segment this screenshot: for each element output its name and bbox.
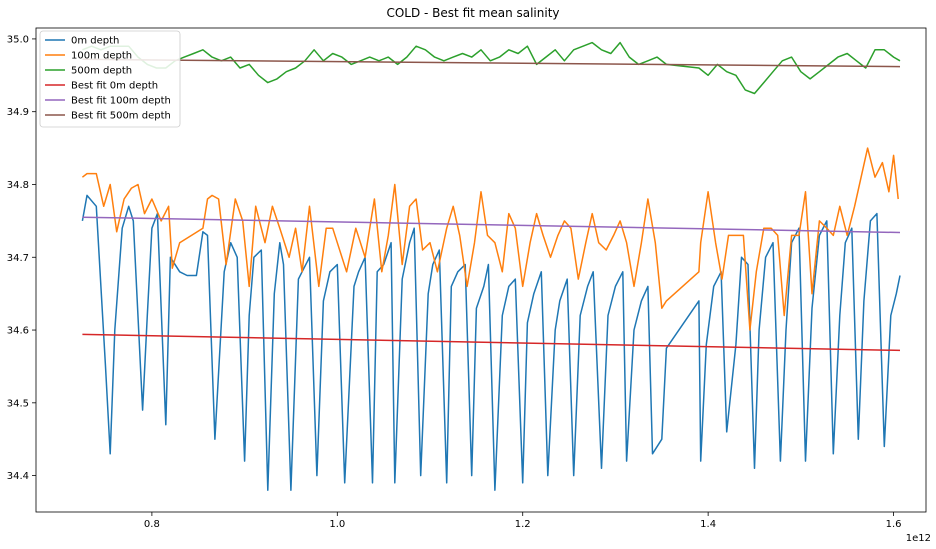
x-axis-offset-label: 1e12 — [906, 533, 931, 544]
x-tick-label: 1.6 — [886, 519, 902, 530]
y-axis: 34.4 34.5 34.6 34.7 34.8 34.9 35.0 — [7, 34, 36, 482]
legend-label: Best fit 0m depth — [71, 81, 158, 92]
legend-label: Best fit 100m depth — [71, 96, 171, 107]
y-tick-label: 34.4 — [7, 471, 29, 482]
legend-label: 500m depth — [71, 66, 132, 77]
y-tick-label: 34.9 — [7, 107, 29, 118]
x-tick-label: 1.4 — [700, 519, 716, 530]
legend: 0m depth 100m depth 500m depth Best fit 0m … — [39, 30, 181, 128]
series-line-3 — [82, 333, 901, 352]
series-line-1 — [81, 147, 899, 331]
y-tick-label: 34.8 — [7, 180, 29, 191]
x-tick-label: 0.8 — [144, 519, 160, 530]
y-tick-label: 34.5 — [7, 398, 29, 409]
x-tick-label: 1.0 — [329, 519, 345, 530]
series-line-5 — [82, 58, 901, 68]
y-tick-label: 34.7 — [7, 253, 29, 264]
x-axis: 0.8 1.0 1.2 1.4 1.6 — [144, 512, 902, 530]
legend-label: 0m depth — [71, 36, 119, 47]
legend-label: Best fit 500m depth — [71, 111, 171, 122]
chart-title: COLD - Best fit mean salinity — [386, 6, 559, 20]
series-line-2 — [82, 41, 901, 95]
legend-label: 100m depth — [71, 51, 132, 62]
series-layer — [81, 41, 901, 491]
series-line-4 — [82, 216, 901, 234]
plot-frame — [35, 27, 927, 513]
y-tick-label: 35.0 — [7, 34, 29, 45]
series-line-0 — [81, 194, 901, 491]
legend-box — [39, 30, 181, 128]
x-tick-label: 1.2 — [515, 519, 531, 530]
y-tick-label: 34.6 — [7, 326, 29, 337]
